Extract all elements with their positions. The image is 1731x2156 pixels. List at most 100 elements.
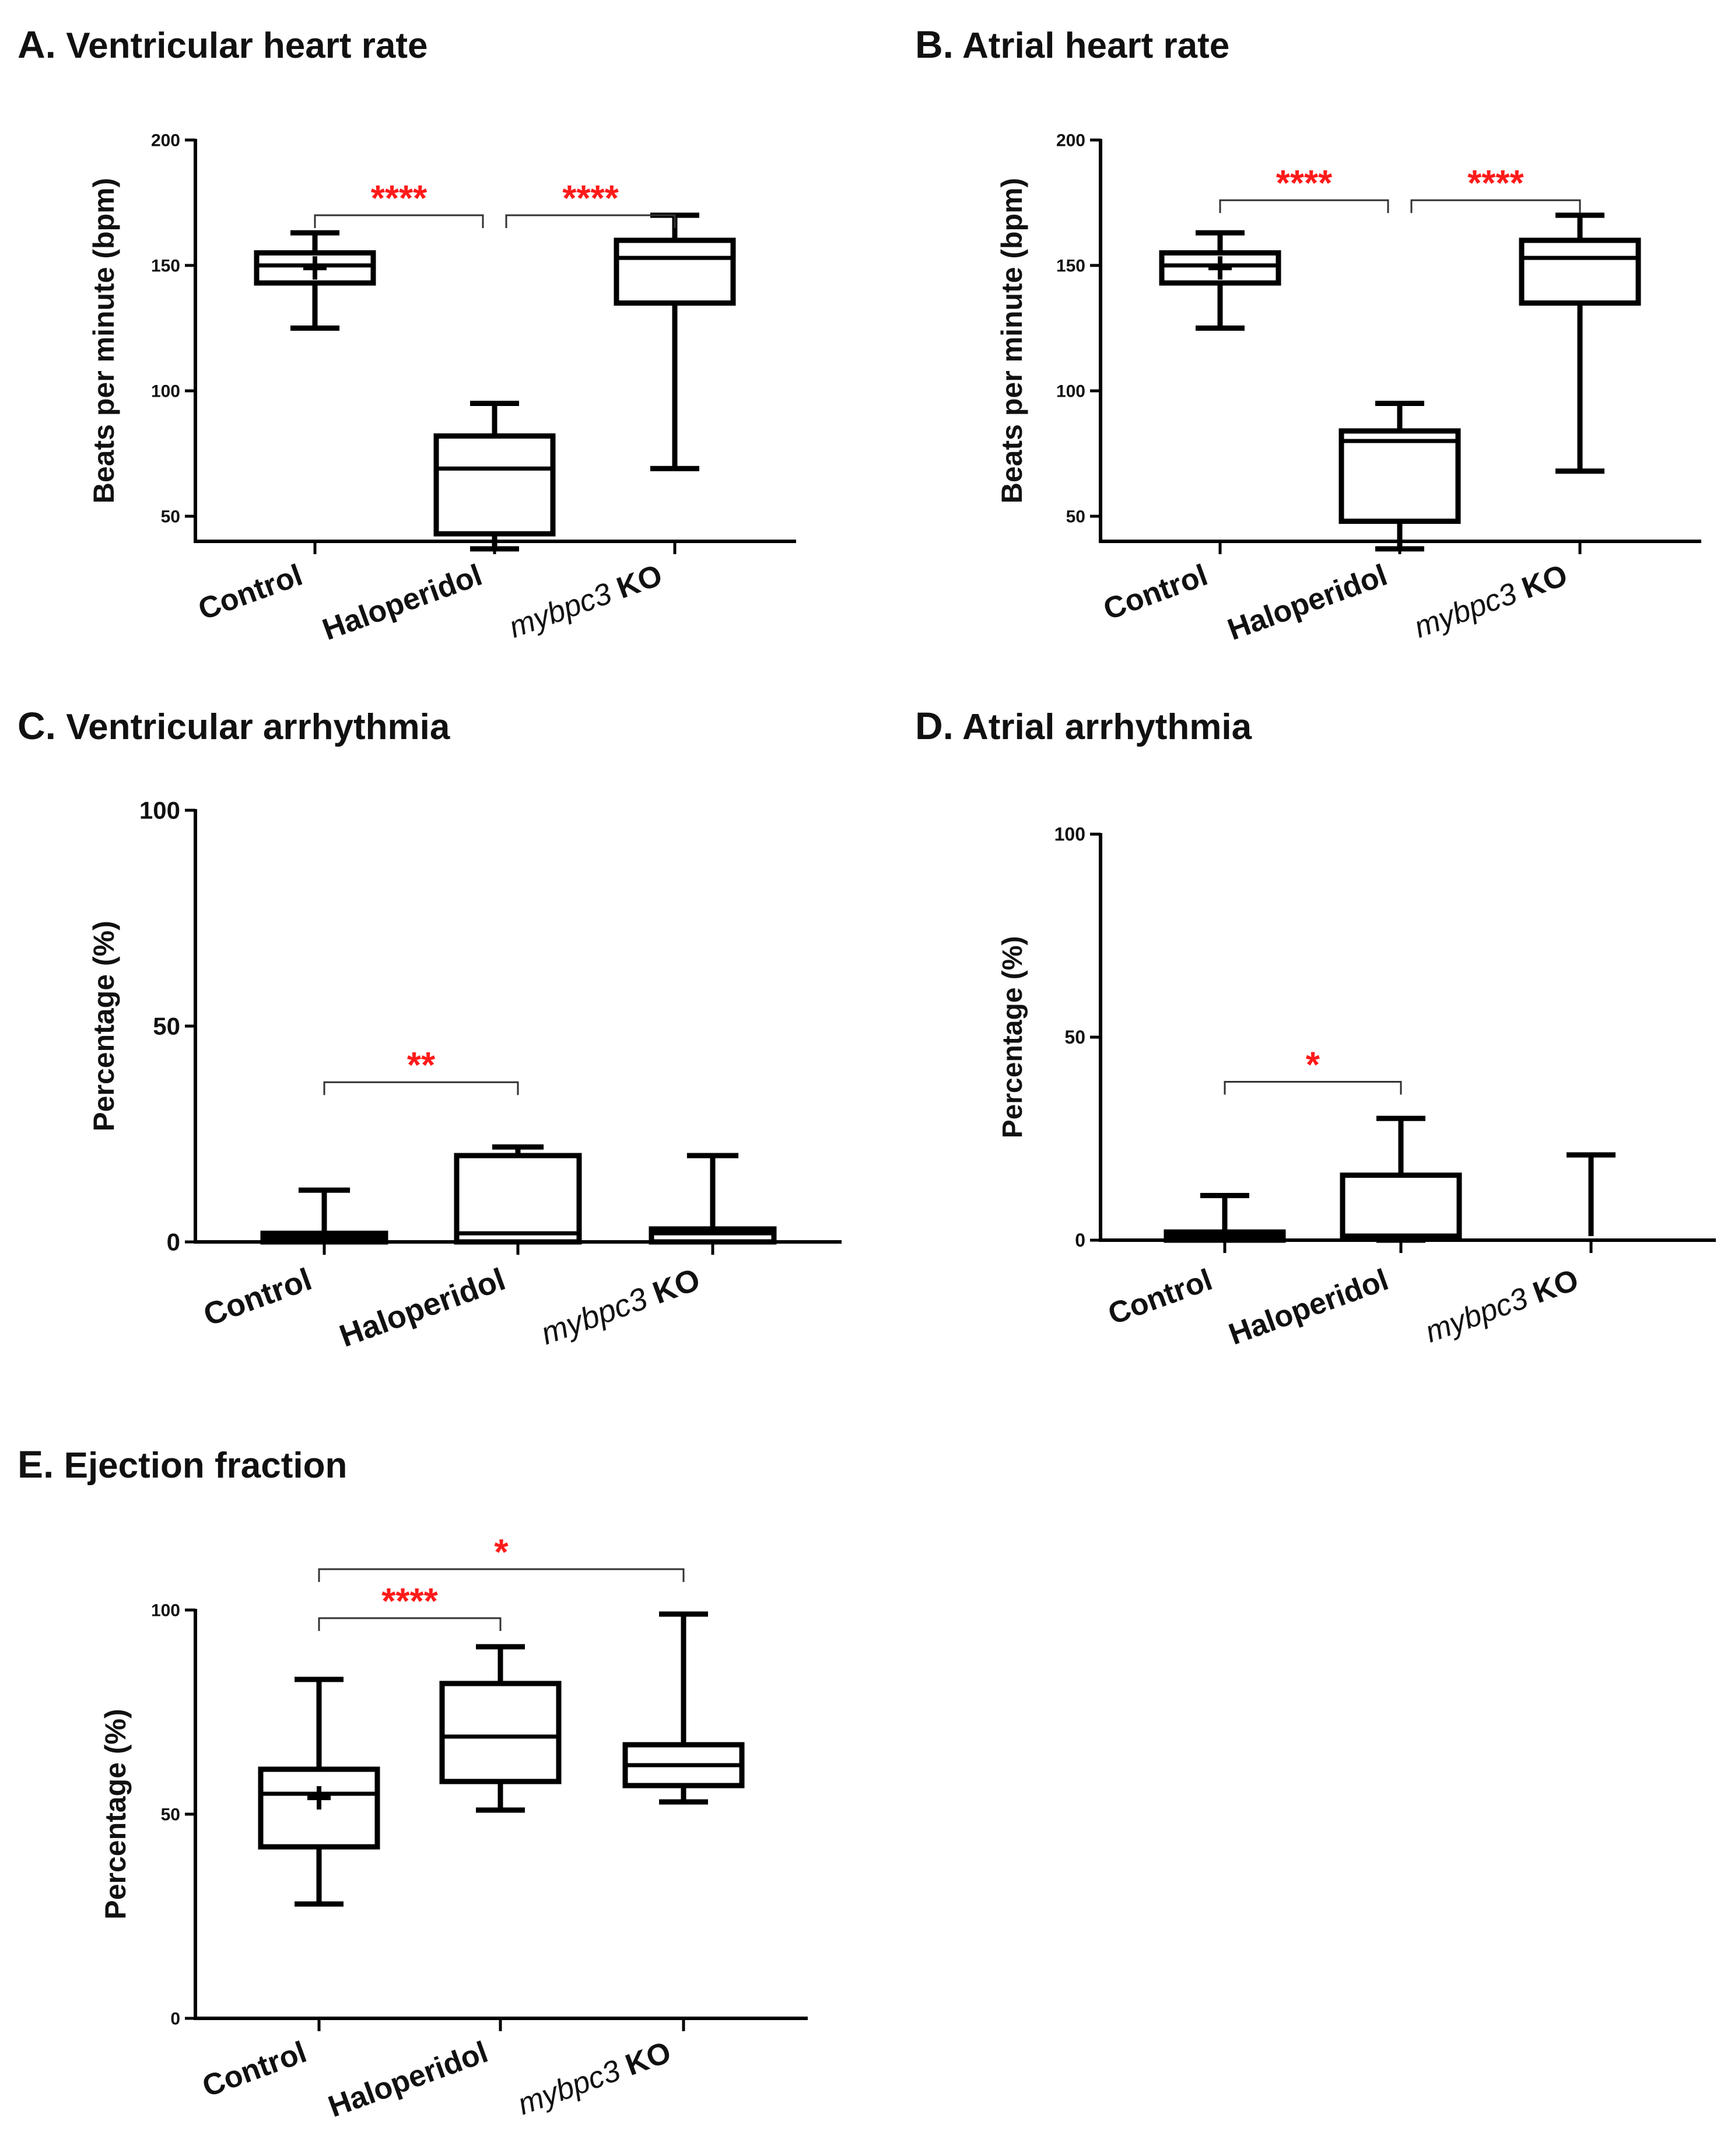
x-tick-label: mybpc3 KO bbox=[1421, 1263, 1583, 1349]
y-tick-label: 50 bbox=[161, 1805, 180, 1825]
significance-stars: **** bbox=[562, 178, 619, 219]
panel-b-title: B. Atrial heart rate bbox=[915, 22, 1229, 66]
box-iqr bbox=[614, 237, 736, 306]
box-iqr bbox=[258, 1766, 380, 1850]
y-axis-label: Beats per minute (bpm) bbox=[87, 178, 120, 503]
x-tick-label: Haloperidol bbox=[324, 2035, 492, 2124]
box-iqr bbox=[649, 1226, 777, 1245]
y-tick-label: 150 bbox=[151, 257, 180, 276]
significance-stars: **** bbox=[381, 1581, 438, 1622]
chart-title: Ventricular arrhythmia bbox=[66, 707, 450, 747]
y-tick-label: 0 bbox=[170, 2010, 180, 2029]
box-iqr bbox=[439, 1681, 562, 1784]
chart-title: Ejection fraction bbox=[64, 1446, 348, 1486]
panel-letter: D. bbox=[915, 704, 954, 747]
significance-stars: * bbox=[494, 1532, 509, 1573]
chart-title: Ventricular heart rate bbox=[66, 26, 428, 66]
box-iqr bbox=[1340, 1172, 1462, 1239]
significance-bracket bbox=[505, 214, 676, 228]
box-iqr bbox=[433, 433, 556, 537]
significance-bracket bbox=[314, 214, 484, 228]
category-label-bold: Control bbox=[1104, 1263, 1217, 1332]
panel-a: A. Ventricular heart rate 50 100 150 200 Bea… bbox=[0, 0, 866, 677]
x-tick-label: Control bbox=[198, 2035, 311, 2104]
panel-letter: C. bbox=[17, 704, 56, 747]
box-iqr bbox=[1159, 250, 1281, 286]
box-iqr bbox=[1519, 237, 1641, 306]
significance-stars: **** bbox=[1467, 163, 1524, 204]
panel-letter: B. bbox=[915, 23, 954, 66]
x-tick-label: Control bbox=[1099, 558, 1213, 627]
x-tick-label: mybpc3 KO bbox=[513, 2035, 675, 2122]
chart-title: Atrial arrhythmia bbox=[962, 707, 1252, 747]
box-iqr bbox=[254, 250, 376, 286]
significance-stars: ** bbox=[407, 1045, 436, 1086]
y-axis-label: Beats per minute (bpm) bbox=[996, 178, 1028, 503]
category-label-bold: Control bbox=[199, 1262, 316, 1333]
category-label-italic: mybpc3 bbox=[504, 573, 624, 645]
panel-d: D. Atrial arrhythmia 0 50 100 Percentage (%… bbox=[866, 677, 1731, 1412]
category-label-italic: mybpc3 bbox=[1421, 1278, 1540, 1349]
box-iqr bbox=[454, 1153, 582, 1245]
significance-bracket bbox=[1410, 199, 1581, 214]
panel-a-title: A. Ventricular heart rate bbox=[17, 22, 428, 66]
significance-bracket bbox=[323, 1081, 519, 1096]
chart-c-svg: 0 50 100 Percentage (%) Control Haloperidol my… bbox=[87, 797, 842, 1354]
x-tick-label: Control bbox=[199, 1262, 316, 1333]
chart-b-svg: 50 100 150 200 Beats per minute (bpm) Control… bbox=[996, 131, 1701, 647]
x-tick-label: Haloperidol bbox=[318, 558, 486, 647]
panel-e: E. Ejection fraction 0 50 100 Percentage (%… bbox=[0, 1412, 866, 2156]
x-tick-label: Haloperidol bbox=[335, 1262, 510, 1354]
y-axis-label: Percentage (%) bbox=[87, 921, 120, 1131]
y-tick-label: 50 bbox=[1066, 508, 1085, 527]
chart-a-svg: 50 100 150 200 Beats per minute (bpm) Control… bbox=[87, 131, 796, 647]
x-tick-label: Control bbox=[1104, 1263, 1217, 1332]
category-label-italic: mybpc3 bbox=[1410, 573, 1529, 645]
significance-bracket bbox=[1219, 199, 1389, 214]
chart-d-svg: 0 50 100 Percentage (%) Control Haloperidol my… bbox=[997, 824, 1716, 1352]
y-axis-label: Percentage (%) bbox=[997, 936, 1028, 1139]
x-tick-label: mybpc3 KO bbox=[504, 558, 667, 645]
significance-stars: * bbox=[1306, 1045, 1320, 1086]
x-tick-label: Haloperidol bbox=[1223, 558, 1392, 647]
category-label-bold: Control bbox=[194, 558, 307, 627]
y-tick-label: 200 bbox=[1056, 131, 1085, 150]
category-label-bold: Haloperidol bbox=[324, 2035, 492, 2124]
category-label-bold: Haloperidol bbox=[318, 558, 486, 647]
y-tick-label: 100 bbox=[151, 1601, 180, 1620]
category-label-bold: Control bbox=[198, 2035, 311, 2104]
panel-e-title: E. Ejection fraction bbox=[17, 1442, 347, 1486]
panel-b: B. Atrial heart rate 50 100 150 200 Beats pe… bbox=[866, 0, 1731, 677]
y-tick-label: 50 bbox=[161, 508, 180, 527]
panel-letter: E. bbox=[17, 1443, 54, 1486]
category-label-bold: Haloperidol bbox=[1223, 558, 1392, 647]
x-tick-label: Control bbox=[194, 558, 307, 627]
significance-bracket bbox=[1224, 1081, 1402, 1095]
panel-c-title: C. Ventricular arrhythmia bbox=[17, 704, 450, 748]
y-tick-label: 0 bbox=[1075, 1230, 1085, 1251]
y-tick-label: 100 bbox=[1056, 382, 1085, 401]
significance-bracket bbox=[318, 1617, 502, 1631]
category-label-bold: Control bbox=[1099, 558, 1213, 627]
y-tick-label: 200 bbox=[151, 131, 180, 150]
significance-stars: **** bbox=[1276, 163, 1333, 204]
significance-bracket bbox=[318, 1568, 685, 1582]
y-tick-label: 150 bbox=[1056, 257, 1085, 276]
chart-title: Atrial heart rate bbox=[962, 26, 1230, 66]
x-tick-label: mybpc3 KO bbox=[1410, 558, 1572, 645]
y-tick-label: 50 bbox=[1064, 1027, 1085, 1048]
category-label-italic: mybpc3 bbox=[513, 2050, 633, 2122]
y-tick-label: 100 bbox=[151, 382, 180, 401]
y-axis-label: Percentage (%) bbox=[99, 1709, 132, 1919]
category-label-italic: mybpc3 bbox=[537, 1278, 660, 1352]
y-tick-label: 100 bbox=[1054, 824, 1085, 845]
y-tick-label: 100 bbox=[139, 797, 180, 824]
significance-stars: **** bbox=[371, 178, 428, 219]
box-iqr bbox=[1338, 428, 1461, 524]
x-tick-label: mybpc3 KO bbox=[537, 1262, 705, 1352]
y-tick-label: 0 bbox=[167, 1228, 180, 1256]
panel-d-title: D. Atrial arrhythmia bbox=[915, 704, 1252, 748]
y-tick-label: 50 bbox=[153, 1013, 180, 1040]
category-label-bold: Haloperidol bbox=[335, 1262, 510, 1354]
